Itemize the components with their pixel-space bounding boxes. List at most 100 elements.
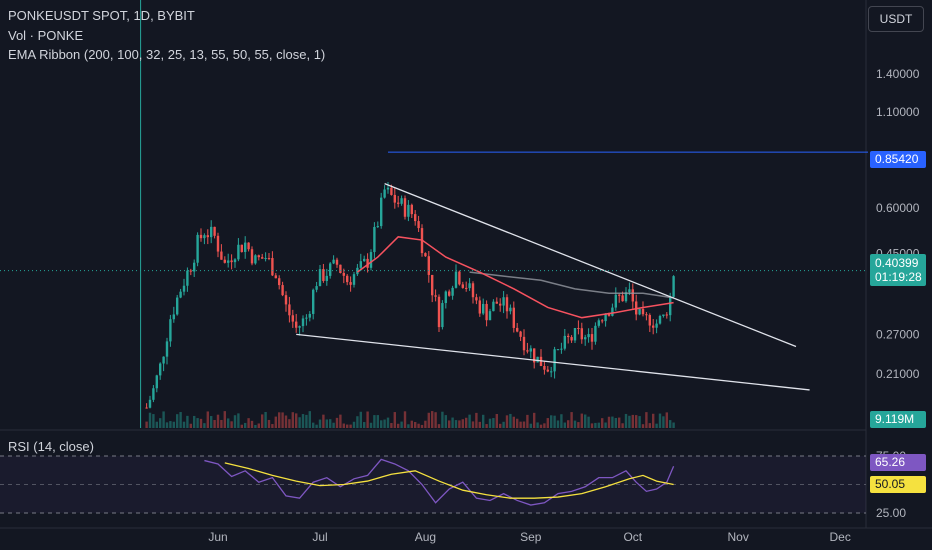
candle-body	[488, 311, 492, 321]
candle-body	[458, 271, 461, 285]
currency-button[interactable]: USDT	[868, 6, 924, 32]
volume-bar	[312, 422, 315, 428]
candle-body	[454, 271, 458, 288]
last-price-value: 0.40399	[875, 256, 919, 270]
candle-body	[210, 226, 213, 238]
volume-bar	[189, 423, 192, 428]
volume-bar	[244, 422, 247, 428]
volume-bar	[182, 421, 186, 428]
volume-bar	[522, 421, 526, 428]
volume-bar	[665, 412, 668, 428]
candle-body	[410, 204, 413, 215]
candle-body	[444, 291, 447, 304]
volume-bar	[308, 411, 311, 428]
candle-body	[162, 356, 165, 364]
volume-bar	[339, 414, 342, 428]
candle-body	[533, 348, 536, 363]
candle-body	[206, 235, 209, 238]
volume-bar	[301, 414, 305, 428]
volume-bar	[227, 418, 230, 428]
symbol-title[interactable]: PONKEUSDT SPOT, 1D, BYBIT	[8, 8, 195, 23]
candle-body	[227, 260, 230, 263]
candle-body	[380, 197, 383, 227]
volume-bar	[631, 414, 634, 428]
candle-body	[308, 313, 311, 318]
candle-body	[631, 289, 634, 302]
volume-bar	[376, 415, 379, 428]
volume-indicator-label[interactable]: Vol · PONKE	[8, 28, 84, 43]
volume-bar	[186, 415, 189, 428]
candle-body	[403, 198, 407, 217]
volume-bar	[213, 419, 216, 428]
candle-body	[590, 334, 594, 342]
volume-bar	[468, 414, 471, 428]
volume-bar	[451, 417, 454, 428]
candle-body	[145, 407, 148, 409]
volume-bar	[356, 416, 359, 428]
candle-body	[356, 267, 359, 275]
volume-bar	[264, 411, 267, 428]
candle-body	[471, 283, 475, 298]
candle-body	[274, 275, 277, 279]
volume-bar	[145, 421, 148, 428]
volume-bar	[335, 417, 339, 428]
rsi-label[interactable]: RSI (14, close)	[8, 439, 94, 454]
volume-bar	[556, 420, 560, 428]
candle-body	[601, 320, 604, 322]
ema-ribbon-label[interactable]: EMA Ribbon (200, 100, 32, 25, 13, 55, 50…	[8, 47, 326, 62]
volume-bar	[400, 421, 403, 428]
volume-bar	[199, 418, 203, 428]
volume-bar	[291, 412, 294, 428]
volume-bar	[444, 415, 447, 428]
volume-bar	[295, 413, 298, 428]
candle-body	[427, 256, 430, 275]
volume-bar	[206, 411, 209, 428]
candle-body	[390, 187, 393, 195]
candle-body	[172, 314, 175, 320]
volume-bar	[597, 422, 600, 428]
volume-bar	[437, 424, 441, 428]
candle-body	[662, 314, 665, 316]
candle-body	[349, 282, 352, 285]
volume-bar	[662, 416, 665, 428]
volume-bar	[176, 414, 179, 428]
candle-body	[376, 226, 379, 228]
candle-body	[655, 323, 658, 328]
candle-body	[193, 262, 196, 272]
volume-bar	[478, 421, 481, 428]
volume-bar	[645, 412, 648, 428]
candle-body	[322, 269, 325, 281]
volume-bar	[635, 415, 638, 428]
candle-body	[247, 242, 250, 250]
candle-body	[284, 295, 288, 305]
volume-bar	[240, 424, 243, 428]
rsi-value-badge: 65.26	[870, 454, 926, 471]
volume-bar	[604, 422, 607, 428]
candle-body	[672, 276, 675, 297]
volume-bar	[553, 415, 556, 428]
volume-bar	[594, 422, 597, 428]
candle-body	[577, 328, 580, 330]
volume-bar	[386, 417, 390, 428]
rsi-ma-line	[224, 462, 674, 499]
volume-bar	[216, 414, 220, 428]
candle-body	[233, 259, 237, 263]
volume-bar	[607, 416, 611, 428]
candle-body	[165, 341, 169, 357]
candle-body	[363, 258, 366, 262]
countdown-value: 01:19:28	[875, 270, 922, 284]
candle-body	[495, 301, 498, 304]
volume-bar	[587, 416, 590, 428]
candle-body	[346, 275, 349, 283]
volume-bar	[533, 412, 536, 428]
volume-bar	[284, 415, 288, 428]
candle-body	[335, 259, 339, 265]
volume-bar	[461, 419, 464, 428]
volume-bar	[407, 424, 410, 428]
volume-bar	[410, 420, 413, 428]
volume-bar	[441, 411, 444, 428]
candle-body	[291, 315, 294, 322]
volume-bar	[573, 420, 577, 428]
ema-slow-line	[469, 271, 674, 299]
